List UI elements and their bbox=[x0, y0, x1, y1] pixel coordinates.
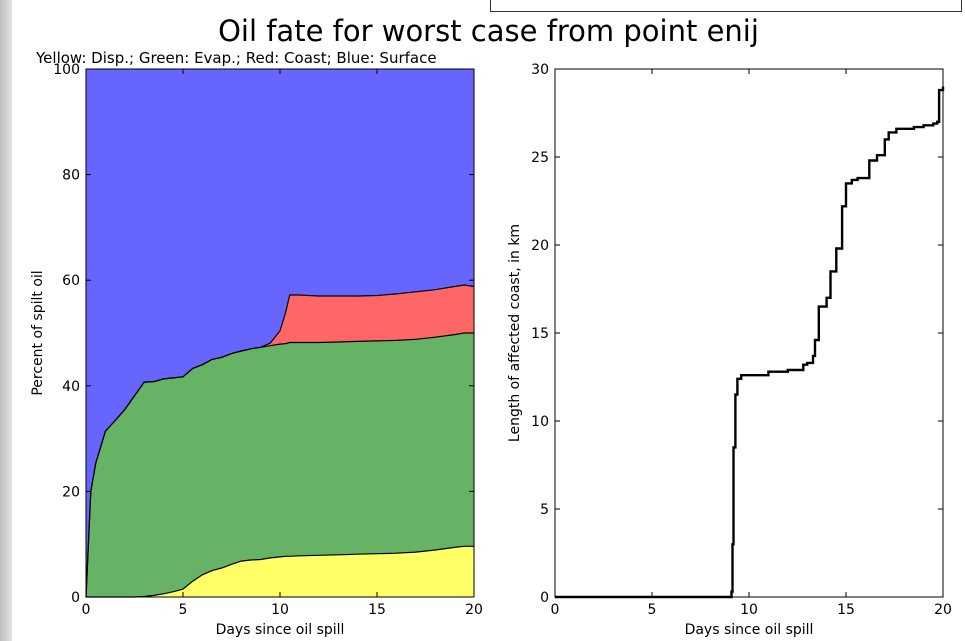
left-subtitle-legend: Yellow: Disp.; Green: Evap.; Red: Coast;… bbox=[35, 49, 437, 67]
evaporated-area bbox=[86, 333, 474, 597]
right-x-tick-label: 15 bbox=[837, 602, 855, 618]
right-y-tick-label: 15 bbox=[531, 326, 549, 342]
window-frame-left bbox=[0, 0, 12, 641]
left-x-tick-label: 20 bbox=[465, 602, 483, 618]
right-x-tick-label: 0 bbox=[551, 602, 560, 618]
right-y-tick-label: 30 bbox=[531, 62, 549, 78]
left-y-tick-label: 60 bbox=[62, 273, 80, 289]
figure-title: Oil fate for worst case from point enij bbox=[218, 14, 759, 48]
left-x-axis-label: Days since oil spill bbox=[216, 622, 345, 638]
left-x-tick-label: 0 bbox=[82, 602, 91, 618]
right-y-axis-label: Length of affected coast, in km bbox=[507, 224, 523, 442]
left-x-tick-label: 15 bbox=[368, 602, 386, 618]
right-x-tick-label: 5 bbox=[648, 602, 657, 618]
left-y-tick-label: 100 bbox=[53, 62, 80, 78]
left-y-tick-label: 80 bbox=[62, 168, 80, 184]
left-y-tick-label: 40 bbox=[62, 379, 80, 395]
affected-coast-line-chart: 0 5 10 15 20 0 5 10 15 20 25 30 Days since oil spill… bbox=[507, 62, 952, 638]
right-y-tick-label: 20 bbox=[531, 238, 549, 254]
right-x-axis-label: Days since oil spill bbox=[685, 622, 814, 638]
left-x-tick-label: 5 bbox=[179, 602, 188, 618]
left-y-tick-label: 0 bbox=[71, 590, 80, 606]
oil-fate-area-chart: Yellow: Disp.; Green: Evap.; Red: Coast;… bbox=[30, 49, 483, 638]
left-y-axis-label: Percent of spilt oil bbox=[30, 270, 46, 395]
right-x-tick-label: 20 bbox=[934, 602, 952, 618]
right-y-tick-label: 5 bbox=[540, 502, 549, 518]
right-y-tick-label: 10 bbox=[531, 414, 549, 430]
surface-area bbox=[86, 69, 474, 597]
left-y-tick-label: 20 bbox=[62, 484, 80, 500]
coast-area-boundary-line bbox=[85, 284, 475, 598]
right-y-tick-label: 0 bbox=[540, 590, 549, 606]
top-box-edge bbox=[490, 0, 962, 12]
affected-coast-line bbox=[555, 86, 945, 599]
dispersed-area bbox=[86, 546, 474, 597]
right-x-tick-label: 10 bbox=[740, 602, 758, 618]
coast-area bbox=[86, 285, 474, 597]
right-y-tick-label: 25 bbox=[531, 150, 549, 166]
left-x-tick-label: 10 bbox=[271, 602, 289, 618]
